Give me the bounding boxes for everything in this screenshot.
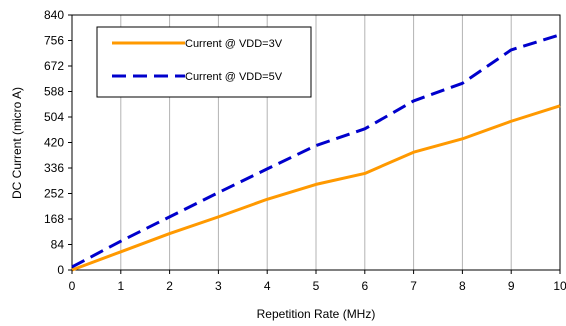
y-tick-label: 756 — [44, 34, 64, 48]
x-tick-label: 2 — [166, 279, 173, 293]
series-lines — [71, 33, 561, 272]
legend-label-vdd3v: Current @ VDD=3V — [185, 38, 283, 50]
legend: Current @ VDD=3V Current @ VDD=5V — [96, 26, 312, 98]
y-tick-label: 336 — [44, 161, 64, 175]
y-tick-label: 252 — [44, 187, 64, 201]
legend-label-vdd5v: Current @ VDD=5V — [185, 71, 283, 83]
x-tick-label: 4 — [264, 279, 271, 293]
x-tick-label: 5 — [313, 279, 320, 293]
y-tick-label: 420 — [44, 136, 64, 150]
y-tick-label: 672 — [44, 59, 64, 73]
x-axis-ticks: 0 1 2 3 4 5 6 7 8 9 10 — [69, 270, 566, 293]
series-line-0 — [71, 104, 561, 272]
series-line-1 — [71, 33, 561, 269]
y-tick-label: 840 — [44, 8, 64, 22]
y-tick-label: 504 — [44, 110, 64, 124]
y-tick-label: 0 — [57, 263, 64, 277]
x-tick-label: 9 — [508, 279, 515, 293]
x-tick-label: 1 — [117, 279, 124, 293]
x-tick-label: 6 — [361, 279, 368, 293]
x-tick-label: 7 — [410, 279, 417, 293]
x-tick-label: 3 — [215, 279, 222, 293]
y-axis-ticks: 0 84 168 252 336 420 504 588 672 756 840 — [44, 8, 72, 277]
x-tick-label: 8 — [459, 279, 466, 293]
x-tick-label: 10 — [553, 279, 566, 293]
y-tick-label: 588 — [44, 85, 64, 99]
legend-box — [96, 26, 312, 98]
y-tick-label: 168 — [44, 212, 64, 226]
y-axis-title: DC Current (micro A) — [10, 87, 24, 199]
x-tick-label: 0 — [69, 279, 76, 293]
y-tick-label: 84 — [51, 238, 65, 252]
x-axis-title: Repetition Rate (MHz) — [257, 307, 376, 321]
